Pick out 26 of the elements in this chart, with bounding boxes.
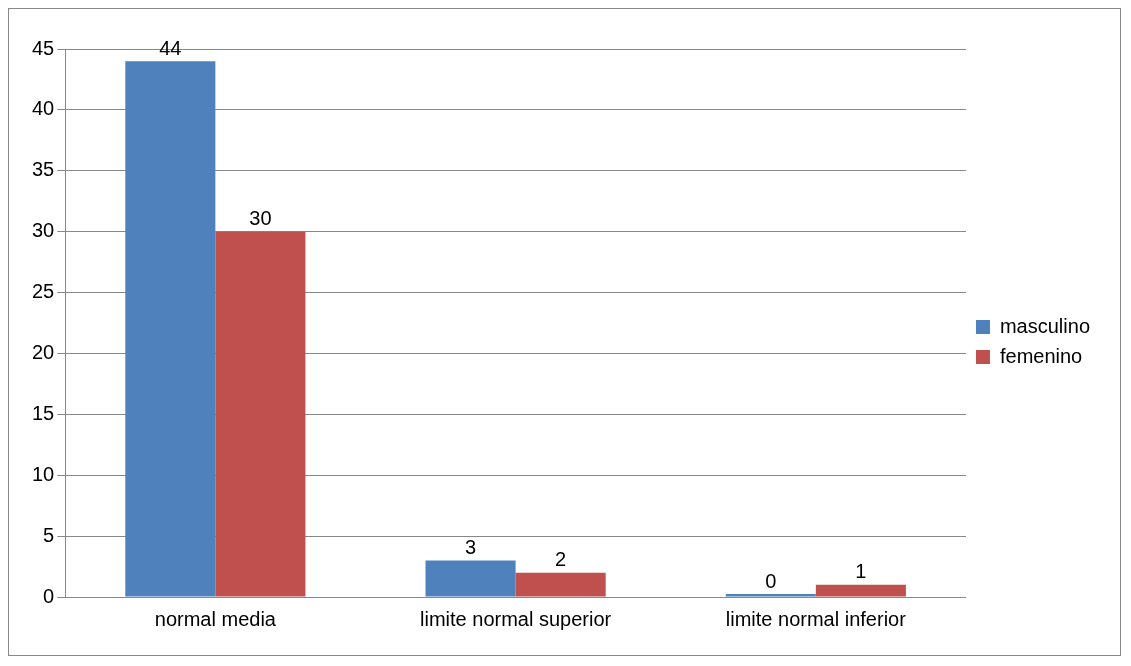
bar bbox=[125, 61, 216, 597]
x-tick-label: limite normal superior bbox=[420, 607, 612, 630]
y-tick-label: 0 bbox=[43, 584, 55, 607]
data-label: 0 bbox=[765, 569, 777, 592]
y-tick-label: 25 bbox=[32, 280, 55, 303]
bar bbox=[815, 584, 906, 597]
x-tick-label: limite normal inferior bbox=[725, 607, 907, 630]
data-label: 44 bbox=[159, 36, 182, 59]
y-tick-label: 20 bbox=[32, 340, 55, 363]
bar bbox=[215, 231, 306, 597]
y-tick-label: 35 bbox=[32, 158, 55, 181]
data-label: 1 bbox=[855, 560, 867, 583]
bar bbox=[425, 560, 516, 597]
x-tick-label: normal media bbox=[154, 607, 277, 630]
bar bbox=[515, 572, 606, 597]
y-tick-label: 45 bbox=[32, 36, 55, 59]
data-label: 3 bbox=[465, 535, 477, 558]
legend-label: femenino bbox=[999, 344, 1083, 367]
y-tick-label: 40 bbox=[32, 97, 55, 120]
y-tick-label: 5 bbox=[43, 523, 55, 546]
y-tick-label: 10 bbox=[32, 462, 55, 485]
y-tick-label: 30 bbox=[32, 219, 55, 242]
data-label: 30 bbox=[249, 207, 272, 230]
legend-label: masculino bbox=[999, 314, 1091, 337]
y-tick-label: 15 bbox=[32, 401, 55, 424]
data-label: 2 bbox=[555, 548, 567, 571]
